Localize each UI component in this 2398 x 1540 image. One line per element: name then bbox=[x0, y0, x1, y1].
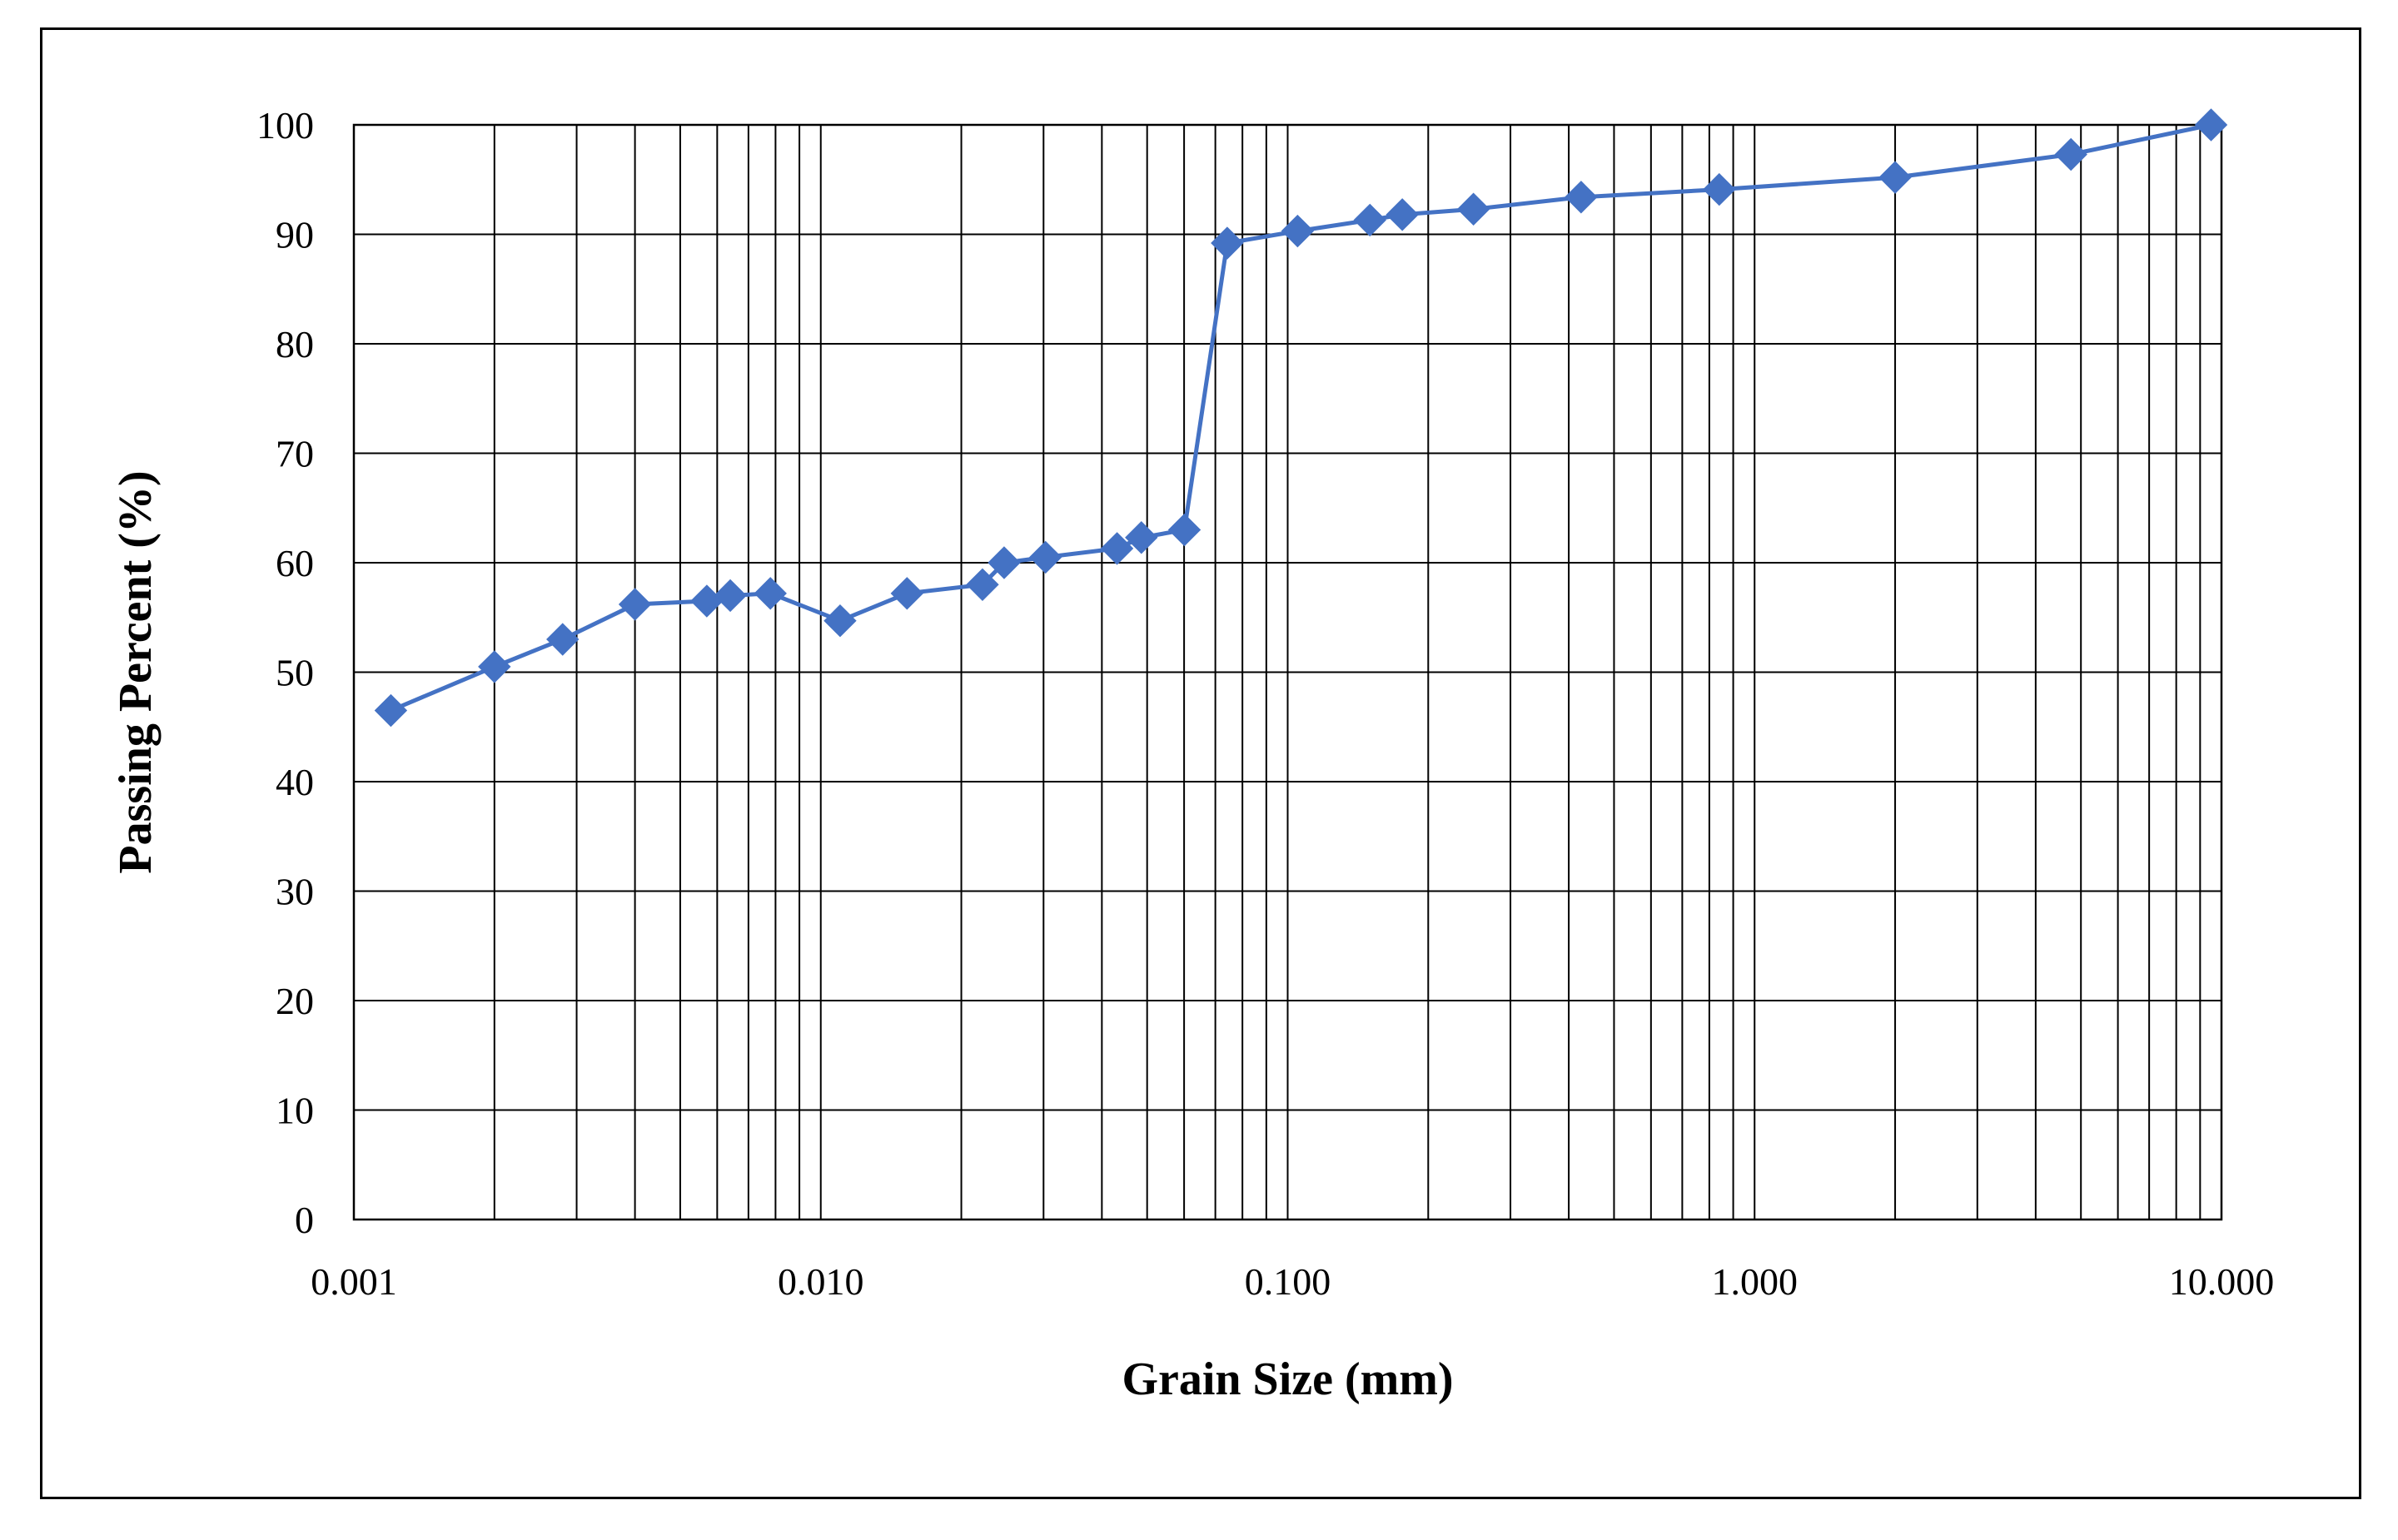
y-tick-label: 50 bbox=[276, 652, 314, 694]
data-point-marker bbox=[546, 623, 580, 656]
y-tick-labels: 0 10 20 30 40 50 60 70 80 90 100 bbox=[256, 104, 314, 1241]
data-point-marker bbox=[1386, 198, 1419, 231]
chart-frame: 0 10 20 30 40 50 60 70 80 90 100 0.001 0.010 0.100 1.… bbox=[40, 27, 2361, 1499]
x-tick-label: 0.010 bbox=[778, 1260, 864, 1303]
data-point-marker bbox=[1703, 172, 1736, 206]
y-tick-label: 0 bbox=[295, 1199, 314, 1241]
data-series bbox=[374, 108, 2228, 728]
data-point-marker bbox=[618, 588, 652, 621]
plot-border-rect bbox=[352, 123, 2223, 1221]
data-point-marker bbox=[478, 650, 511, 683]
data-point-marker bbox=[1029, 540, 1062, 574]
series-line bbox=[390, 122, 2212, 713]
data-point-marker bbox=[1167, 513, 1201, 547]
data-point-marker bbox=[1281, 214, 1315, 248]
y-tick-label: 10 bbox=[276, 1090, 314, 1132]
y-tick-label: 30 bbox=[276, 871, 314, 913]
data-point-marker bbox=[1125, 521, 1158, 554]
data-point-marker bbox=[1456, 192, 1490, 226]
plot-area-border bbox=[352, 123, 2223, 1221]
y-tick-label: 40 bbox=[276, 761, 314, 803]
data-point-marker bbox=[1211, 226, 1244, 260]
grid-lines bbox=[353, 124, 2221, 1220]
data-point-marker bbox=[988, 546, 1021, 579]
data-point-marker bbox=[374, 693, 408, 728]
y-tick-label: 20 bbox=[276, 980, 314, 1022]
x-tick-label: 0.001 bbox=[311, 1260, 397, 1303]
data-point-marker bbox=[1878, 161, 1912, 194]
y-tick-label: 100 bbox=[256, 104, 314, 147]
x-tick-label: 0.100 bbox=[1245, 1260, 1331, 1303]
data-point-marker bbox=[714, 579, 747, 613]
data-point-marker bbox=[823, 604, 857, 638]
x-axis-title: Grain Size (mm) bbox=[1122, 1354, 1453, 1405]
data-point-marker bbox=[1353, 203, 1386, 237]
data-point-marker bbox=[2194, 108, 2228, 142]
x-tick-label: 10.000 bbox=[2169, 1260, 2275, 1303]
data-point-marker bbox=[754, 577, 787, 610]
y-axis-title: Passing Percent (%) bbox=[110, 470, 162, 873]
y-tick-label: 80 bbox=[276, 323, 314, 365]
y-tick-label: 60 bbox=[276, 542, 314, 584]
data-point-marker bbox=[890, 577, 924, 610]
x-tick-labels: 0.001 0.010 0.100 1.000 10.000 bbox=[311, 1260, 2274, 1303]
data-point-marker bbox=[1100, 532, 1134, 565]
grain-size-chart: 0 10 20 30 40 50 60 70 80 90 100 0.001 0.010 0.100 1.… bbox=[110, 104, 2274, 1405]
y-tick-label: 70 bbox=[276, 433, 314, 475]
data-point-marker bbox=[2054, 137, 2087, 171]
data-point-marker bbox=[1565, 181, 1598, 214]
x-tick-label: 1.000 bbox=[1712, 1260, 1798, 1303]
data-point-marker bbox=[966, 568, 999, 602]
y-tick-label: 90 bbox=[276, 214, 314, 256]
